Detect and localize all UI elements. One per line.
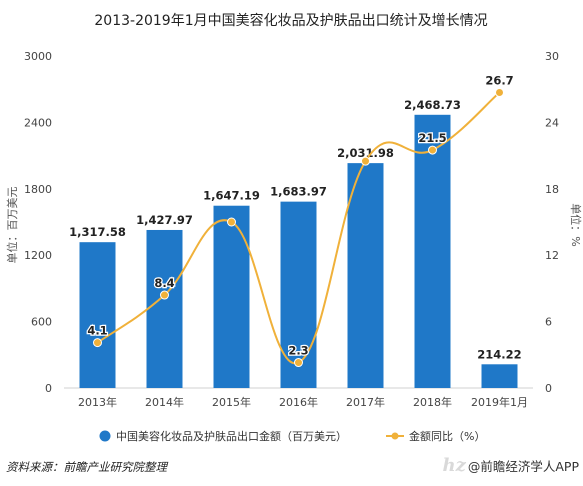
line-value-label: 26.7 [485,74,513,88]
legend-bar-marker [99,430,111,442]
y-left-tick-label: 1800 [24,183,52,196]
y-left-tick-label: 1200 [24,249,52,262]
legend-line-dot [391,432,399,440]
bar-value-label: 214.22 [477,347,521,361]
line-point [227,217,236,227]
line-point [428,145,437,155]
y-left-ticks: 0 600 1200 1800 2400 3000 [24,50,52,395]
bar [213,205,250,388]
y-right-label: 单位：% [569,203,583,246]
line-point [294,358,303,368]
line-value-label: 21.5 [418,131,446,145]
chart-title: 2013-2019年1月中国美容化妆品及护肤品出口统计及增长情况 [94,12,487,29]
line-series [93,88,504,368]
line-point [93,338,102,348]
bar [79,242,116,388]
y-right-tick-label: 24 [545,116,559,129]
watermark-logo: hz [442,455,466,476]
y-right-tick-label: 30 [545,50,559,63]
line-point [160,290,169,300]
source-note: 资料来源：前瞻产业研究院整理 [6,460,167,474]
line-point [495,88,504,98]
bar [347,163,384,388]
bar-value-label: 1,427.97 [136,213,193,227]
y-left-tick-label: 600 [31,316,52,329]
y-right-tick-label: 6 [545,316,552,329]
bar [481,364,518,388]
y-right-tick-label: 12 [545,249,559,262]
line-labels: 4.1 8.4 2.3 21.5 26.7 [86,72,515,359]
x-ticks: 2013年 2014年 2015年 2016年 2017年 2018年 2019年1月 [78,395,528,409]
bar [146,229,183,388]
y-right-ticks: 0 6 12 18 24 30 [545,50,559,395]
bar-value-label: 2,468.73 [404,98,461,112]
chart: 2013-2019年1月中国美容化妆品及护肤品出口统计及增长情况 单位：百万美元… [5,12,583,443]
bar-value-label: 1,647.19 [203,189,260,203]
x-tick-label: 2018年 [413,395,452,409]
line-value-label: 2.3 [288,344,308,358]
x-tick-label: 2019年1月 [471,395,528,409]
x-tick-label: 2016年 [279,395,318,409]
line-value-label: 4.1 [87,324,107,338]
x-tick-label: 2017年 [346,395,385,409]
y-right-tick-label: 0 [545,382,552,395]
bar-value-label: 1,683.97 [270,185,327,199]
bar-labels: 1,317.58 1,427.97 1,647.19 1,683.97 2,031.98… [69,98,522,361]
y-left-tick-label: 0 [45,382,52,395]
legend-bar-label: 中国美容化妆品及护肤品出口金额（百万美元） [116,429,347,443]
line-point [361,156,370,166]
bar-value-label: 1,317.58 [69,225,126,239]
brand-label: @前瞻经济学人APP [467,459,579,474]
bar [414,114,451,388]
bar-series [79,114,518,388]
bar-value-label: 2,031.98 [337,146,394,160]
legend-line-label: 金额同比（%） [409,429,485,443]
y-left-label: 单位：百万美元 [5,187,19,264]
x-tick-label: 2014年 [145,395,184,409]
legend: 中国美容化妆品及护肤品出口金额（百万美元） 金额同比（%） [99,429,485,443]
y-right-tick-label: 18 [545,183,559,196]
x-tick-label: 2015年 [212,395,251,409]
y-left-tick-label: 2400 [24,116,52,129]
brand-credit: hz @前瞻经济学人APP [443,455,579,476]
y-left-tick-label: 3000 [24,50,52,63]
x-tick-label: 2013年 [78,395,117,409]
line-value-label: 8.4 [154,276,174,290]
